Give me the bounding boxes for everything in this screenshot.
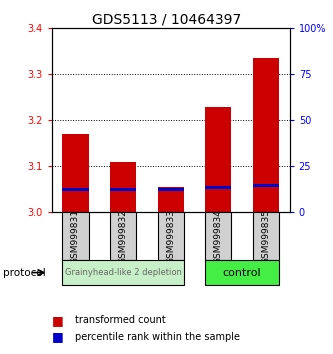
- Bar: [205, 107, 231, 212]
- Text: GSM999834: GSM999834: [214, 209, 223, 264]
- Bar: [158, 212, 184, 260]
- Bar: [205, 260, 279, 285]
- Bar: [158, 188, 184, 191]
- Text: ■: ■: [52, 331, 63, 343]
- Bar: [110, 162, 136, 212]
- Bar: [205, 212, 231, 260]
- Text: ■: ■: [52, 314, 63, 327]
- Text: percentile rank within the sample: percentile rank within the sample: [75, 332, 240, 342]
- Text: protocol: protocol: [3, 268, 46, 278]
- Bar: [253, 212, 279, 260]
- Text: GSM999832: GSM999832: [119, 209, 128, 264]
- Bar: [62, 188, 89, 191]
- Text: transformed count: transformed count: [75, 315, 166, 325]
- Bar: [62, 260, 184, 285]
- Text: GSM999833: GSM999833: [166, 209, 175, 264]
- Text: GDS5113 / 10464397: GDS5113 / 10464397: [92, 12, 241, 27]
- Bar: [205, 186, 231, 189]
- Text: GSM999831: GSM999831: [71, 209, 80, 264]
- Bar: [62, 134, 89, 212]
- Bar: [158, 187, 184, 212]
- Text: Grainyhead-like 2 depletion: Grainyhead-like 2 depletion: [65, 268, 181, 277]
- Bar: [253, 184, 279, 187]
- Text: control: control: [223, 268, 261, 278]
- Bar: [110, 188, 136, 191]
- Bar: [253, 58, 279, 212]
- Text: GSM999835: GSM999835: [261, 209, 270, 264]
- Bar: [110, 212, 136, 260]
- Bar: [62, 212, 89, 260]
